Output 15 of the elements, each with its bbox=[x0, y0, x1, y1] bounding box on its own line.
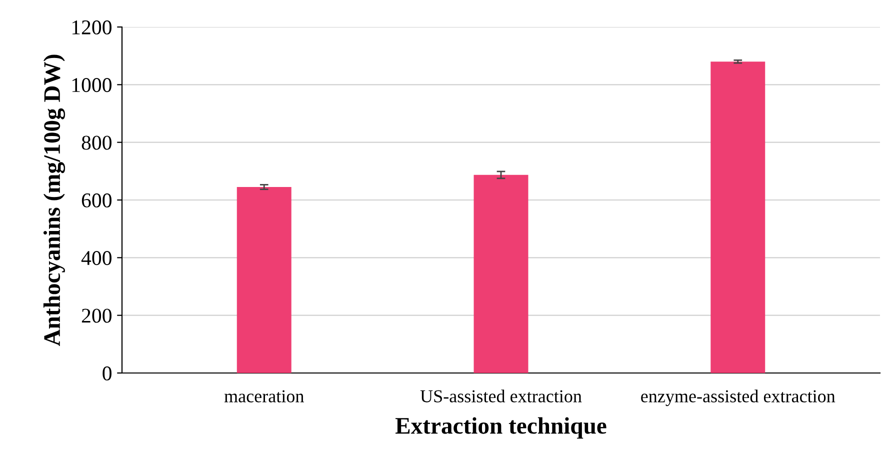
y-tick-label: 0 bbox=[102, 366, 112, 380]
y-tick-label: 1200 bbox=[72, 20, 112, 34]
x-tick-label: enzyme-assisted extraction bbox=[641, 390, 836, 406]
y-tick-label: 400 bbox=[81, 251, 112, 266]
y-tick-label: 800 bbox=[82, 136, 112, 150]
x-axis-title: Extraction technique bbox=[395, 417, 606, 439]
x-tick-label: US-assisted extraction bbox=[420, 390, 582, 402]
bar bbox=[236, 187, 292, 373]
y-tick-label: 1000 bbox=[72, 78, 112, 92]
bar bbox=[474, 174, 528, 373]
x-tick-label: maceration bbox=[224, 390, 304, 402]
y-tick-label: 600 bbox=[82, 193, 112, 208]
y-tick-label: 200 bbox=[82, 308, 112, 323]
y-axis-title: Anthocyanins (mg/100g DW) bbox=[43, 54, 66, 346]
bar bbox=[710, 62, 766, 373]
